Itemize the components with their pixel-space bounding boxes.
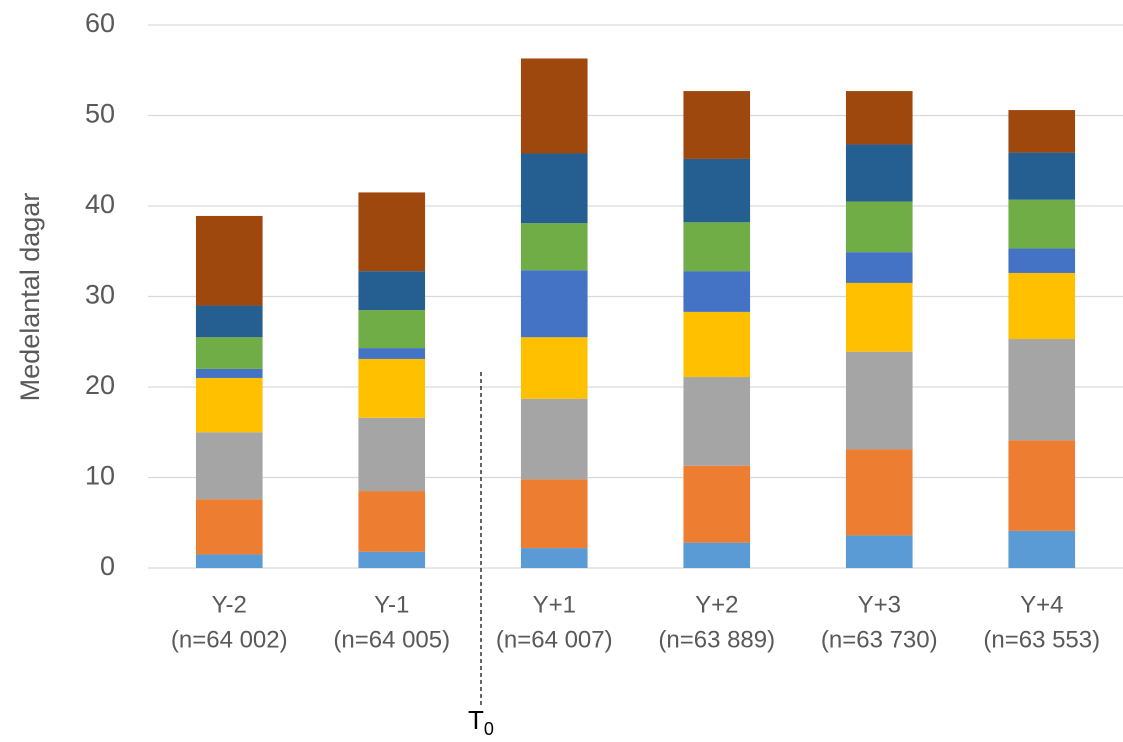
y-tick-label: 20 xyxy=(85,370,115,400)
x-tick-label: Y-2 xyxy=(212,591,247,618)
bar-segment xyxy=(358,551,426,568)
bar-segment xyxy=(845,201,913,253)
bar-segment xyxy=(358,491,426,552)
bar-segment xyxy=(683,271,751,312)
bar-segment xyxy=(1008,152,1076,200)
bar-segment xyxy=(358,348,426,359)
y-axis-label: Medelantal dagar xyxy=(15,193,45,402)
x-tick-label: (n=64 002) xyxy=(171,626,288,653)
y-tick-label: 0 xyxy=(100,551,115,581)
y-tick-label: 60 xyxy=(85,8,115,38)
y-tick-label: 30 xyxy=(85,280,115,310)
bar-segment xyxy=(195,215,263,306)
x-tick-label: Y+3 xyxy=(858,591,901,618)
bar-segment xyxy=(845,535,913,568)
bar-segment xyxy=(683,158,751,223)
bar-segment xyxy=(1008,199,1076,249)
bar-segment xyxy=(195,554,263,568)
bar-segment xyxy=(1008,272,1076,340)
bar-segment xyxy=(845,351,913,450)
bar-segment xyxy=(358,310,426,349)
bar-segment xyxy=(358,192,426,272)
bar-segment xyxy=(683,465,751,543)
bar-segment xyxy=(520,548,588,568)
annotation: T0 xyxy=(468,705,494,739)
bar-segment xyxy=(1008,530,1076,568)
bar-segment xyxy=(1008,440,1076,531)
bar-segment xyxy=(195,432,263,500)
bar-segment xyxy=(845,252,913,283)
bar-segment xyxy=(845,282,913,352)
annotation-subscript: 0 xyxy=(484,719,494,739)
bar-segment xyxy=(358,417,426,492)
bar-segment xyxy=(520,479,588,549)
x-tick-label: (n=64 007) xyxy=(496,626,613,653)
bar-segment xyxy=(520,58,588,154)
bar-segment xyxy=(195,499,263,555)
y-tick-label: 50 xyxy=(85,99,115,129)
bar-segment xyxy=(845,449,913,536)
annotation-text: T xyxy=(468,705,484,735)
bar-segment xyxy=(195,337,263,369)
bar-segment xyxy=(520,153,588,224)
y-tick-label: 40 xyxy=(85,189,115,219)
bar-segment xyxy=(358,271,426,311)
x-tick-label: Y+2 xyxy=(695,591,738,618)
bar-segment xyxy=(1008,339,1076,441)
x-tick-label: (n=64 005) xyxy=(333,626,450,653)
bar-segment xyxy=(520,337,588,399)
bar-segment xyxy=(1008,110,1076,153)
bar-segment xyxy=(195,377,263,433)
bar-segment xyxy=(683,222,751,272)
y-tick-label: 10 xyxy=(85,461,115,491)
bar-segment xyxy=(683,311,751,378)
bar-segment xyxy=(520,398,588,480)
bar-segment xyxy=(683,377,751,466)
bar-segment xyxy=(195,368,263,378)
bar-segment xyxy=(358,358,426,418)
bar-segment xyxy=(683,91,751,159)
x-tick-label: Y-1 xyxy=(374,591,409,618)
bar-segment xyxy=(195,305,263,338)
bar-segment xyxy=(1008,248,1076,273)
bar-segment xyxy=(520,270,588,338)
x-tick-label: (n=63 889) xyxy=(658,626,775,653)
bar-segment xyxy=(845,91,913,145)
x-tick-label: (n=63 553) xyxy=(983,626,1100,653)
bar-segment xyxy=(520,223,588,271)
x-tick-label: (n=63 730) xyxy=(821,626,938,653)
bar-segment xyxy=(845,144,913,202)
x-tick-label: Y+1 xyxy=(533,591,576,618)
bar-segment xyxy=(683,542,751,568)
x-tick-label: Y+4 xyxy=(1020,591,1063,618)
